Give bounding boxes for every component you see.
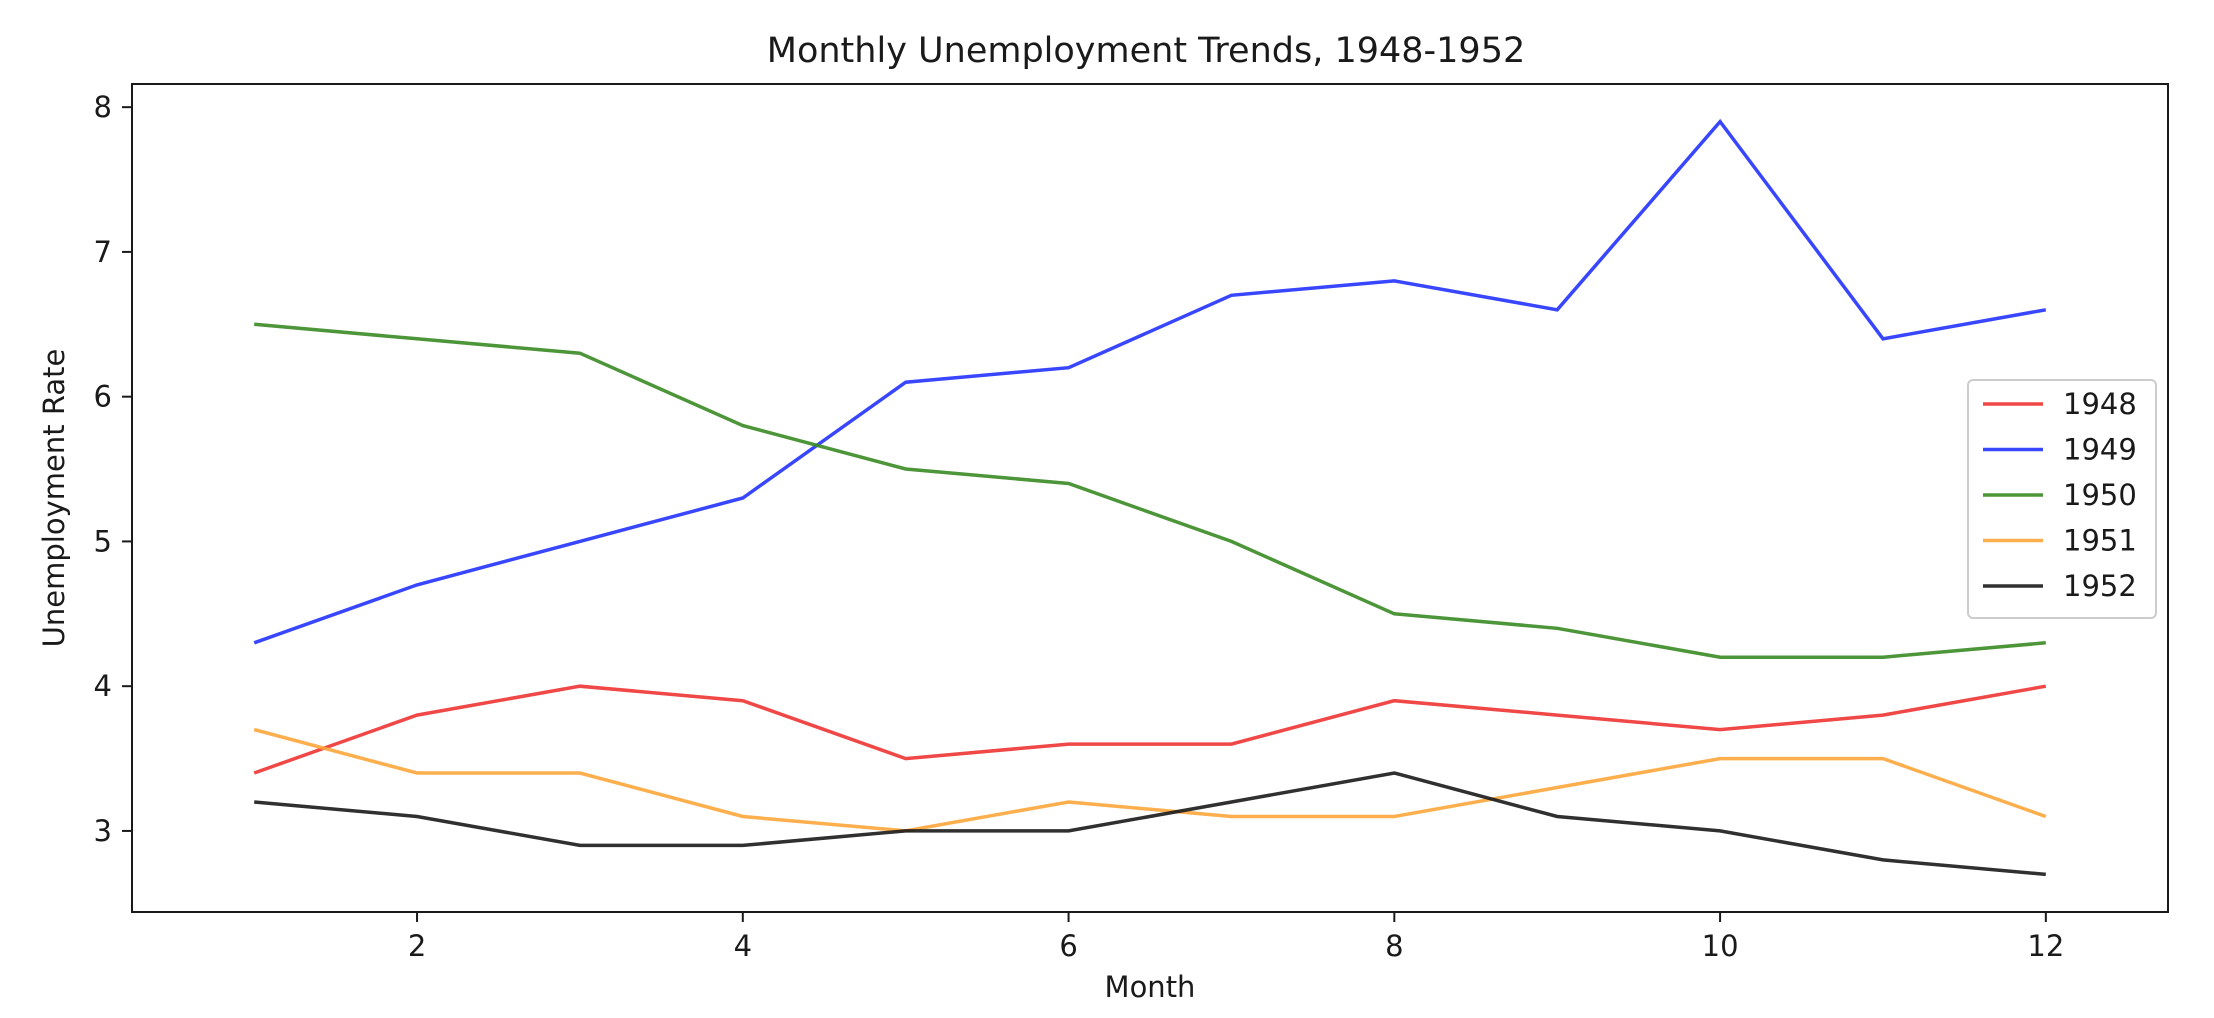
y-tick-label: 8 <box>94 90 112 124</box>
legend-label-1948: 1948 <box>2063 387 2137 421</box>
series-line-1948 <box>253 684 2047 775</box>
legend-items: 1948 1949 1950 1951 1952 <box>1983 387 2137 603</box>
y-tick-label: 3 <box>94 814 112 848</box>
legend-label-1950: 1950 <box>2063 478 2137 512</box>
x-tick-label: 4 <box>734 929 752 963</box>
series-lines <box>253 118 2047 877</box>
series-line-1951 <box>253 727 2047 833</box>
legend-box <box>1967 379 2157 619</box>
x-tick-label: 12 <box>2027 929 2064 963</box>
y-tick-label: 7 <box>94 235 112 269</box>
legend: 1948 1949 1950 1951 1952 <box>1967 379 2157 619</box>
x-tick-label: 6 <box>1059 929 1077 963</box>
series-line-1949 <box>253 118 2047 645</box>
x-tick-label: 8 <box>1385 929 1403 963</box>
x-tick-label: 10 <box>1702 929 1739 963</box>
series-line-1952 <box>254 771 2046 877</box>
series-line-1950 <box>254 322 2046 659</box>
x-tick-label: 2 <box>408 929 426 963</box>
y-tick-label: 6 <box>94 380 112 414</box>
y-tick-label: 4 <box>94 669 112 703</box>
y-axis-label: Unemployment Rate <box>37 349 71 648</box>
axis-ticks: 2 4 6 8 10 12 3 4 5 6 7 8 <box>94 90 2065 963</box>
chart-title: Monthly Unemployment Trends, 1948-1952 <box>767 31 1525 71</box>
y-tick-label: 5 <box>94 524 112 558</box>
legend-label-1952: 1952 <box>2063 569 2137 603</box>
legend-label-1951: 1951 <box>2063 524 2137 558</box>
plot-frame <box>131 83 2169 913</box>
x-axis-label: Month <box>1105 970 1196 1004</box>
legend-label-1949: 1949 <box>2063 433 2137 467</box>
